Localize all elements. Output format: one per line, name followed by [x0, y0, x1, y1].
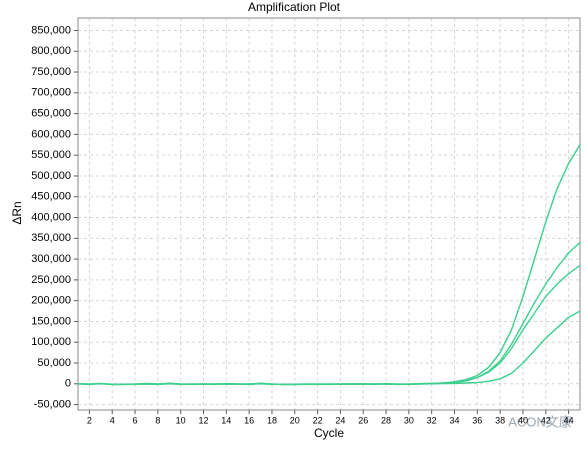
y-tick-label: 350,000: [31, 232, 71, 244]
y-axis-label: ΔRn: [10, 201, 24, 224]
x-tick-label: 20: [290, 415, 300, 425]
y-tick-label: 250,000: [31, 274, 71, 286]
watermark: ACON文康: [508, 414, 572, 429]
x-tick-label: 36: [472, 415, 482, 425]
plot-border: [77, 17, 581, 411]
y-tick-label: 300,000: [31, 253, 71, 265]
x-tick-label: 38: [495, 415, 505, 425]
x-tick-label: 32: [427, 415, 437, 425]
x-tick-label: 24: [335, 415, 345, 425]
y-tick-label: 800,000: [31, 45, 71, 57]
y-tick-label: 500,000: [31, 170, 71, 182]
x-tick-label: 42: [541, 415, 551, 425]
y-tick-label: 400,000: [31, 211, 71, 223]
y-tick-label: 850,000: [31, 24, 71, 36]
x-tick-label: 4: [110, 415, 115, 425]
x-tick-label: 2: [87, 415, 92, 425]
y-tick-label: 100,000: [31, 336, 71, 348]
y-tick-label: 0: [65, 378, 71, 390]
x-tick-label: 18: [267, 415, 277, 425]
y-tick-label: 700,000: [31, 87, 71, 99]
y-tick-label: 50,000: [37, 357, 71, 369]
x-tick-label: 10: [176, 415, 186, 425]
x-tick-label: 14: [221, 415, 231, 425]
x-tick-label: 8: [155, 415, 160, 425]
amplification-curve: [77, 310, 581, 386]
x-tick-label: 16: [244, 415, 254, 425]
chart-title: Amplification Plot: [248, 0, 341, 14]
y-tick-label: 750,000: [31, 66, 71, 78]
x-tick-label: 6: [133, 415, 138, 425]
x-tick-label: 22: [313, 415, 323, 425]
y-tick-label: 550,000: [31, 149, 71, 161]
y-tick-label: 650,000: [31, 108, 71, 120]
x-tick-label: 40: [518, 415, 528, 425]
x-axis-label: Cycle: [314, 426, 344, 440]
y-tick-label: 150,000: [31, 315, 71, 327]
x-tick-label: 12: [198, 415, 208, 425]
y-tick-label: -50,000: [34, 399, 71, 411]
y-tick-label: 200,000: [31, 295, 71, 307]
x-tick-label: 26: [358, 415, 368, 425]
x-tick-label: 30: [404, 415, 414, 425]
x-tick-label: 28: [381, 415, 391, 425]
y-tick-label: 600,000: [31, 128, 71, 140]
x-tick-label: 34: [449, 415, 459, 425]
y-tick-label: 450,000: [31, 191, 71, 203]
x-tick-label: 44: [564, 415, 574, 425]
